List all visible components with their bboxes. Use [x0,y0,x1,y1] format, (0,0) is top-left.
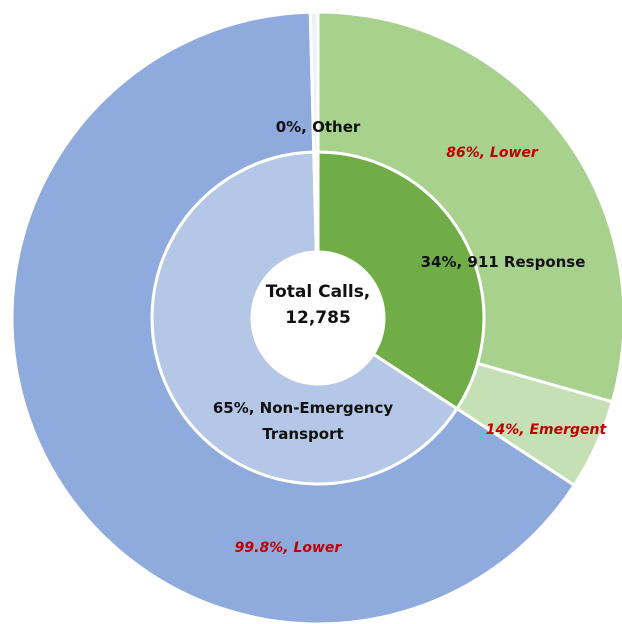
data-label: 99.8%, Lower [234,540,342,556]
center-title: Total Calls, [265,282,371,302]
outer-slice [316,10,622,404]
data-label: 34%, 911 Response [420,253,586,271]
outer-slice [10,10,577,624]
data-label: 65%, Non-Emergency Transport [212,399,394,443]
data-label: 0%, Other [275,118,361,136]
center-label: Total Calls, 12,785 [266,279,371,331]
data-label: 14%, Emergent [485,422,607,438]
center-hole [252,252,384,384]
total: 12,785 [285,308,351,328]
outer-slice [308,10,320,154]
data-label: 86%, Lower [446,145,538,161]
